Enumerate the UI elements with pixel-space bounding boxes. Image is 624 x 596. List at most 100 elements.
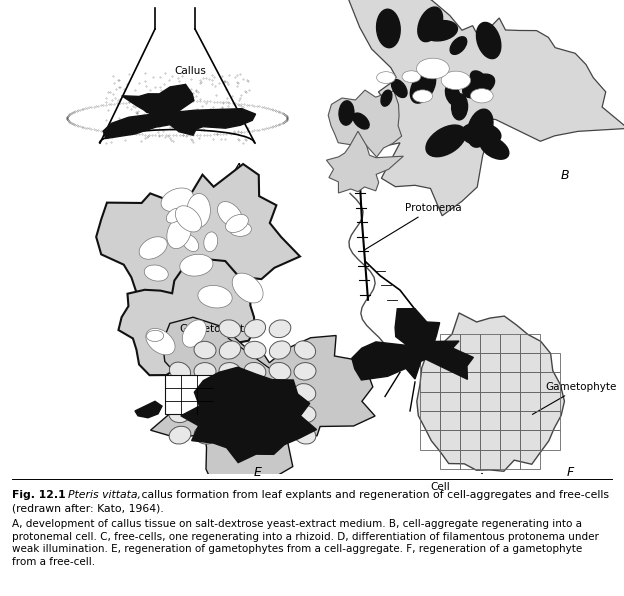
Text: Fig. 12.1: Fig. 12.1 (12, 490, 66, 500)
Bar (480, 353, 500, 372)
Ellipse shape (218, 201, 242, 227)
Text: (redrawn after: Kato, 1964).: (redrawn after: Kato, 1964). (12, 504, 163, 514)
Ellipse shape (167, 216, 192, 249)
Bar (440, 334, 460, 353)
Bar (540, 430, 560, 449)
Ellipse shape (376, 9, 400, 48)
Ellipse shape (230, 222, 251, 237)
Ellipse shape (161, 188, 193, 212)
Ellipse shape (269, 384, 291, 401)
Text: Cell: Cell (430, 482, 450, 492)
Ellipse shape (353, 113, 369, 129)
Ellipse shape (194, 342, 216, 359)
Bar (420, 411, 440, 430)
Polygon shape (326, 131, 403, 193)
Ellipse shape (418, 7, 442, 42)
Ellipse shape (411, 70, 436, 103)
Bar (460, 411, 480, 430)
Ellipse shape (423, 21, 457, 41)
Ellipse shape (244, 384, 266, 401)
Text: A, development of callus tissue on salt-dextrose yeast-extract medium. B, cell-a: A, development of callus tissue on salt-… (12, 519, 599, 567)
Ellipse shape (416, 58, 449, 79)
Ellipse shape (269, 320, 291, 338)
Bar (480, 392, 500, 411)
Ellipse shape (180, 254, 213, 276)
Text: callus formation from leaf explants and regeneration of cell-aggregates and free: callus formation from leaf explants and … (138, 490, 609, 500)
Ellipse shape (412, 90, 432, 103)
Ellipse shape (244, 405, 266, 423)
Text: Callus: Callus (174, 66, 206, 76)
Bar (165, 375, 213, 414)
Bar (520, 449, 540, 469)
Ellipse shape (461, 123, 501, 146)
Bar (500, 334, 520, 353)
Bar (500, 430, 520, 449)
Ellipse shape (169, 405, 191, 423)
Text: A: A (234, 163, 242, 175)
Ellipse shape (219, 362, 241, 380)
Ellipse shape (269, 362, 291, 380)
Ellipse shape (391, 79, 407, 98)
Ellipse shape (169, 426, 191, 444)
Ellipse shape (463, 74, 495, 98)
Ellipse shape (446, 84, 461, 105)
Polygon shape (328, 90, 402, 157)
Polygon shape (103, 85, 256, 138)
Polygon shape (352, 309, 474, 380)
Ellipse shape (169, 384, 191, 402)
Bar (520, 430, 540, 449)
Ellipse shape (170, 362, 190, 380)
Bar (500, 372, 520, 392)
Ellipse shape (219, 426, 241, 444)
Bar (440, 372, 460, 392)
Ellipse shape (219, 320, 241, 338)
Ellipse shape (146, 328, 175, 355)
Bar (460, 430, 480, 449)
Ellipse shape (467, 109, 493, 147)
Ellipse shape (244, 426, 266, 444)
Ellipse shape (295, 384, 316, 402)
Bar (480, 430, 500, 449)
Polygon shape (417, 313, 565, 471)
Ellipse shape (426, 125, 466, 157)
Ellipse shape (450, 37, 467, 54)
Ellipse shape (232, 273, 263, 303)
Ellipse shape (470, 71, 490, 92)
Bar (460, 372, 480, 392)
Bar (460, 334, 480, 353)
Text: Gametophyte: Gametophyte (179, 324, 273, 371)
Bar (440, 392, 460, 411)
Bar (460, 392, 480, 411)
Bar (440, 353, 460, 372)
Bar (480, 449, 500, 469)
Ellipse shape (182, 234, 198, 252)
Bar (500, 392, 520, 411)
Ellipse shape (175, 206, 202, 232)
Ellipse shape (452, 94, 467, 120)
Ellipse shape (194, 405, 216, 423)
Ellipse shape (441, 71, 470, 89)
Ellipse shape (269, 426, 291, 444)
Text: Protonema: Protonema (364, 203, 462, 250)
Ellipse shape (244, 342, 266, 359)
Ellipse shape (226, 215, 248, 232)
Bar (420, 430, 440, 449)
Ellipse shape (219, 405, 241, 423)
Bar (520, 372, 540, 392)
Bar (460, 353, 480, 372)
Bar (540, 372, 560, 392)
Ellipse shape (220, 383, 241, 402)
Bar (420, 353, 440, 372)
Polygon shape (96, 164, 300, 309)
Ellipse shape (339, 101, 354, 125)
Bar (540, 411, 560, 430)
Ellipse shape (194, 426, 216, 444)
Text: Pteris vittata,: Pteris vittata, (68, 490, 141, 500)
Bar (440, 449, 460, 469)
Bar (500, 449, 520, 469)
Bar (440, 430, 460, 449)
Ellipse shape (269, 405, 291, 423)
Ellipse shape (377, 72, 396, 83)
Ellipse shape (402, 71, 421, 82)
Bar (480, 372, 500, 392)
